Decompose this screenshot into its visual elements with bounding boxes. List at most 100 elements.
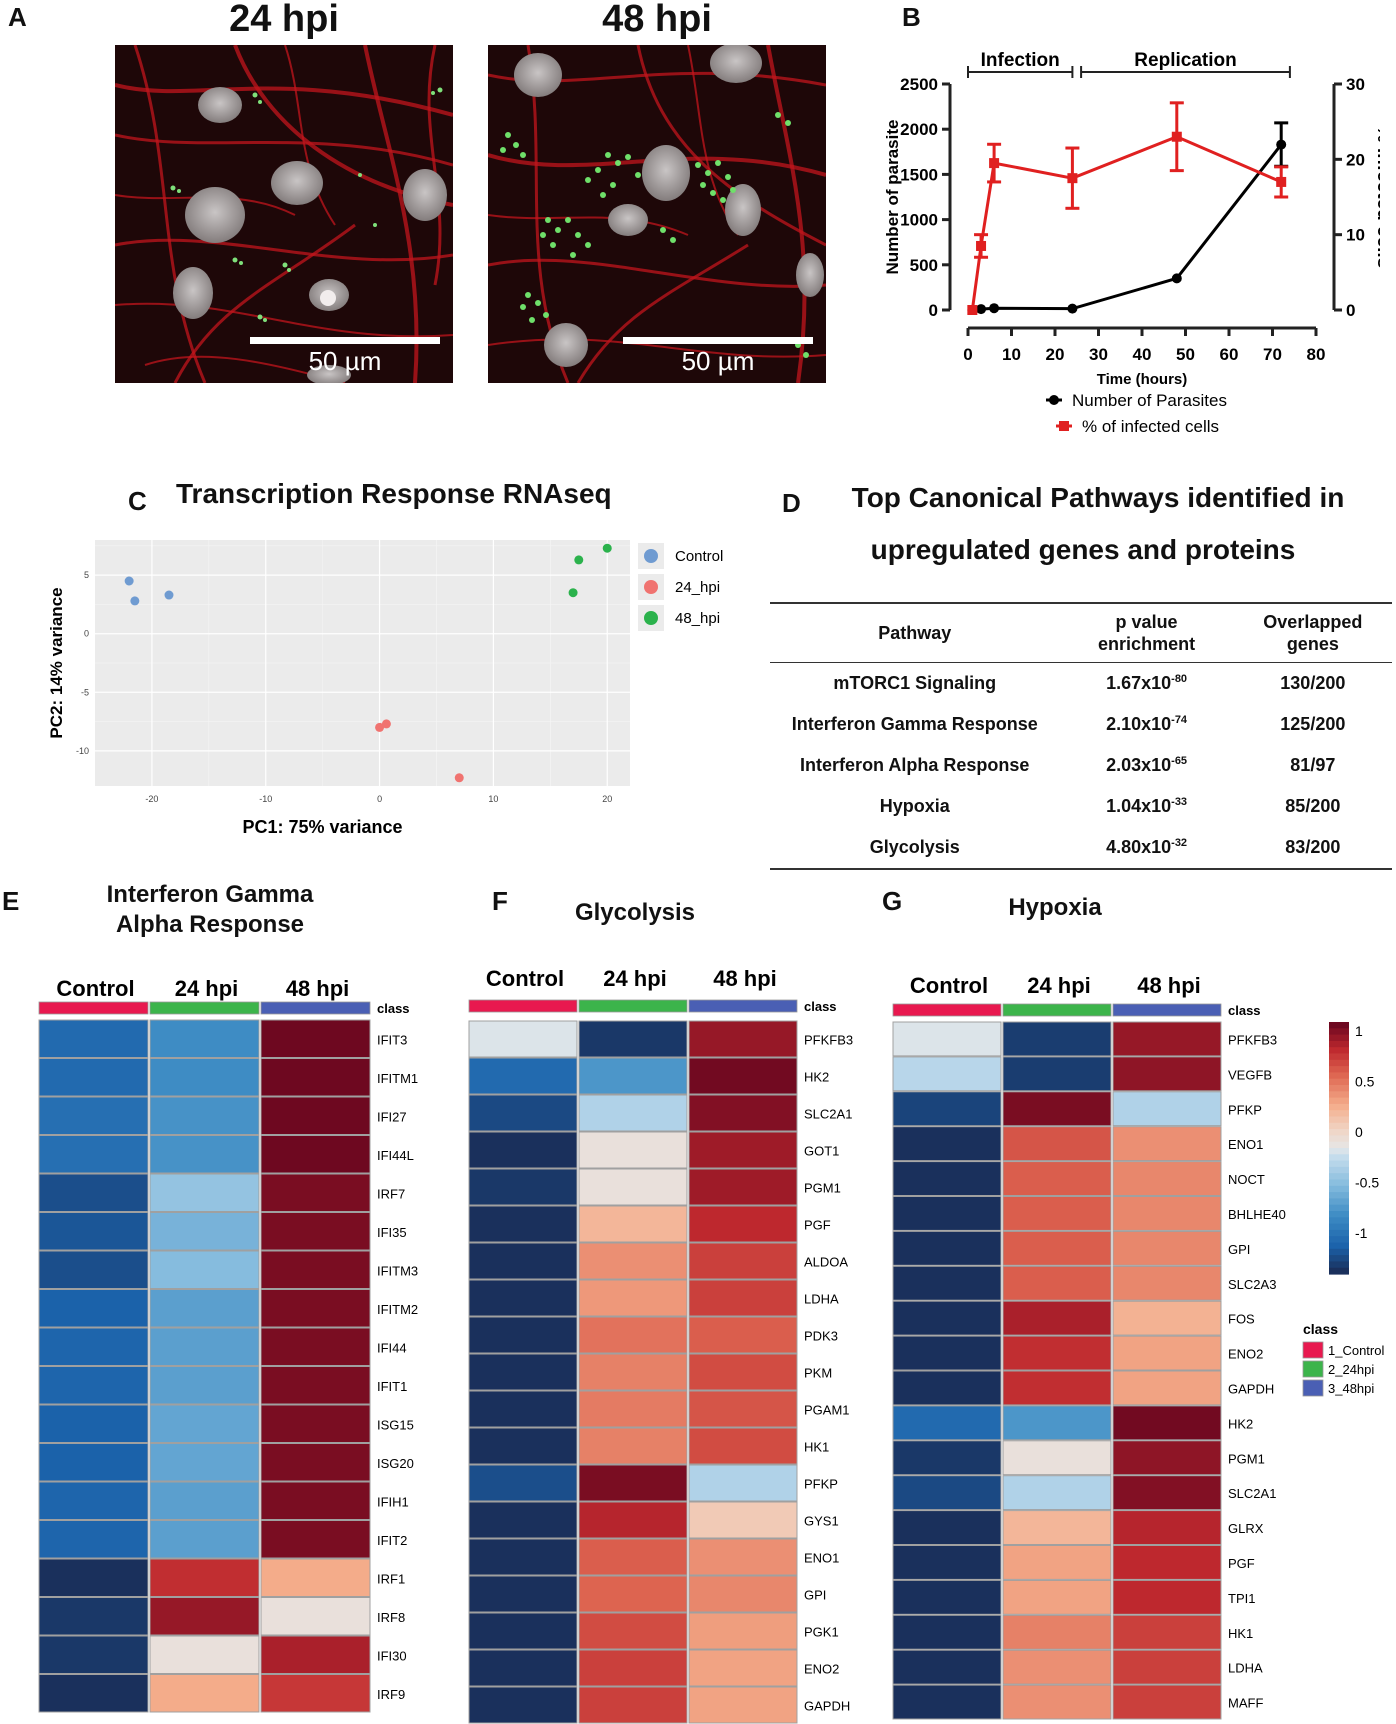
colorbar-segment: [1329, 1192, 1349, 1199]
y-axis-label: Number of parasite: [883, 120, 902, 275]
colorbar-segment: [1329, 1185, 1349, 1193]
panel-label-c: C: [128, 486, 147, 516]
gene-label: GAPDH: [804, 1699, 850, 1714]
x-tick-label: 70: [1263, 345, 1282, 364]
heatmap-cell: [260, 1366, 371, 1405]
colorbar-segment: [1329, 1267, 1349, 1275]
heatmap-cell: [892, 1684, 1002, 1720]
pathways-table: Pathway p value enrichment Overlapped ge…: [770, 602, 1392, 870]
heatmap-cell: [1002, 1196, 1112, 1231]
class-legend-swatch: [1302, 1379, 1324, 1397]
p-value: 1.67x10-80: [1106, 673, 1188, 693]
heatmap-cell: [1112, 1475, 1222, 1511]
heatmap-cell: [688, 1501, 798, 1539]
colorbar-segment: [1329, 1059, 1349, 1067]
x-tick-label: 20: [602, 794, 612, 804]
heatmap-cell: [149, 1443, 260, 1482]
header-p-value: p value enrichment: [1059, 602, 1234, 663]
heatmap-cell: [1002, 1230, 1112, 1266]
heatmap-cell: [688, 1316, 798, 1354]
heatmap-cell: [468, 1057, 578, 1095]
data-point: [967, 305, 978, 315]
micro-title-48hpi: 48 hpi: [602, 0, 712, 40]
gene-label: IFI44: [377, 1340, 407, 1355]
heatmap-cell: [1112, 1579, 1222, 1615]
colorbar-segment: [1329, 1034, 1349, 1042]
chart-b-infection-time-course: 0 500 1000 1500 2000 2500 0 10 20 30 0 10 20 30 40 50 60…: [883, 50, 1380, 436]
class-bar: [260, 1001, 371, 1015]
heatmap-cell: [468, 1205, 578, 1243]
bracket-label: Replication: [1134, 50, 1236, 71]
gene-label: PFKFB3: [1228, 1032, 1277, 1047]
heatmap-cell: [1002, 1614, 1112, 1650]
heatmap-cell: [260, 1674, 371, 1713]
heatmap-cell: [38, 1520, 149, 1559]
heatmap-cell: [892, 1265, 1002, 1301]
heatmap-cell: [688, 1427, 798, 1465]
heatmap-cell: [260, 1597, 371, 1636]
heatmap-cell: [578, 1205, 688, 1243]
chart-c-title: Transcription Response RNAseq: [176, 478, 612, 509]
heatmap-cell: [38, 1212, 149, 1251]
scale-bar-48hpi: [623, 337, 813, 344]
colorbar-segment: [1329, 1135, 1349, 1143]
heatmap-cell: [688, 1057, 798, 1095]
heatmap-f: Control 24 hpi 48 hpi class PFKFB3 HK2 SLC2A1 G…: [468, 966, 853, 1724]
heatmap-cell: [38, 1481, 149, 1520]
colorbar-segment: [1329, 1217, 1349, 1225]
data-point: [124, 576, 134, 586]
colorbar-segment: [1329, 1229, 1349, 1237]
heatmap-cell: [38, 1327, 149, 1366]
heatmap-cell: [578, 1020, 688, 1058]
gene-label: MAFF: [1228, 1696, 1263, 1711]
heatmap-cell: [578, 1649, 688, 1687]
gene-label: PKM: [804, 1366, 832, 1381]
heatmap-cell: [1002, 1056, 1112, 1092]
heatmap-cell: [468, 1020, 578, 1058]
gene-label: IRF9: [377, 1687, 405, 1702]
heatmap-cell: [578, 1612, 688, 1650]
heatmap-cell: [688, 1205, 798, 1243]
gene-label: NOCT: [1228, 1172, 1265, 1187]
heatmap-cell: [892, 1370, 1002, 1406]
colorbar-segment: [1329, 1204, 1349, 1212]
gene-label: ENO1: [804, 1551, 839, 1566]
gene-label: PDK3: [804, 1329, 838, 1344]
column-header: Control: [910, 973, 988, 998]
colorbar-segment: [1329, 1040, 1349, 1048]
class-legend-title: class: [1303, 1321, 1338, 1337]
colorbar-segment: [1329, 1047, 1349, 1055]
x-tick-label: 40: [1133, 345, 1152, 364]
heatmap-cell: [260, 1135, 371, 1174]
panel-label-a: A: [8, 2, 27, 32]
x-tick-label: 20: [1046, 345, 1065, 364]
gene-label: PGF: [1228, 1556, 1255, 1571]
p-value: 2.03x10-65: [1106, 755, 1188, 775]
gene-label: IFITM2: [377, 1302, 418, 1317]
colorbar-tick-label: 1: [1355, 1023, 1363, 1039]
heatmap-cell: [149, 1058, 260, 1097]
heatmap-cell: [260, 1481, 371, 1520]
colorbar-segment: [1329, 1261, 1349, 1269]
gene-label: BHLHE40: [1228, 1207, 1286, 1222]
gene-label: ISG20: [377, 1456, 414, 1471]
heatmap-cell: [1112, 1545, 1222, 1580]
x-tick-label: 10: [488, 794, 498, 804]
legend-label: 24_hpi: [675, 579, 720, 596]
data-point: [1067, 173, 1078, 184]
column-header: 24 hpi: [175, 976, 239, 1001]
gene-label: IRF8: [377, 1610, 405, 1625]
legend-swatch-marker: [1049, 395, 1059, 405]
data-point: [130, 596, 140, 606]
gene-label: GPI: [1228, 1242, 1250, 1257]
scale-label-24hpi: 50 µm: [308, 346, 382, 376]
heatmap-cell: [1002, 1370, 1112, 1406]
heatmap-cell: [1112, 1161, 1222, 1197]
heatmap-cell: [468, 1168, 578, 1206]
class-bar: [468, 999, 578, 1013]
class-legend-label: 2_24hpi: [1328, 1362, 1374, 1377]
heatmap-cell: [38, 1058, 149, 1097]
gene-label: IFI30: [377, 1648, 407, 1663]
heatmap-cell: [1112, 1614, 1222, 1650]
gene-label: PGM1: [804, 1181, 841, 1196]
